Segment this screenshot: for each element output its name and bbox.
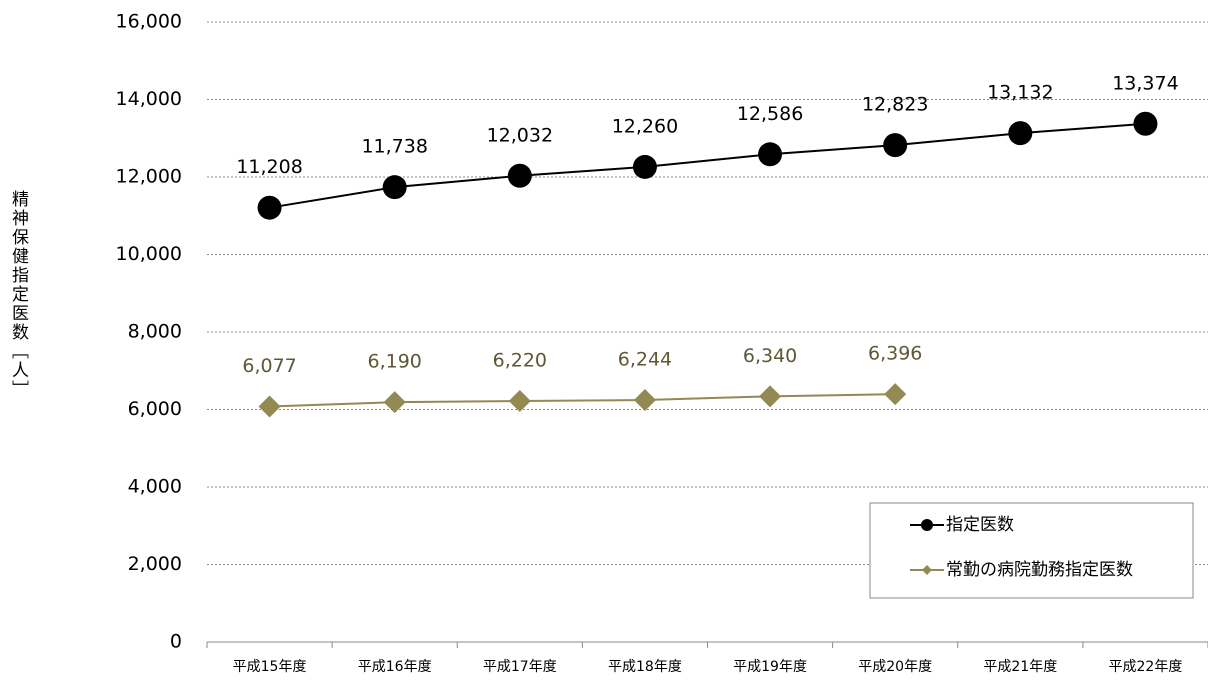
y-tick-label: 12,000 <box>116 166 182 188</box>
x-tick-label: 平成21年度 <box>983 659 1057 675</box>
point <box>257 195 282 220</box>
data-label: 6,340 <box>743 345 797 367</box>
y-tick-label: 14,000 <box>116 88 182 110</box>
data-label: 6,190 <box>367 351 421 373</box>
x-tick-label: 平成16年度 <box>358 659 432 675</box>
y-tick-label: 0 <box>170 631 182 653</box>
data-label: 11,208 <box>236 156 302 178</box>
data-label: 6,077 <box>242 355 296 377</box>
point <box>383 391 406 414</box>
point <box>508 389 531 412</box>
data-label: 12,586 <box>737 103 803 125</box>
series-line <box>269 122 1146 209</box>
point <box>759 385 782 408</box>
data-label: 12,260 <box>612 115 678 137</box>
point <box>921 519 933 531</box>
data-label: 6,220 <box>493 349 547 371</box>
y-tick-label: 16,000 <box>116 11 182 33</box>
data-label: 12,823 <box>862 94 928 116</box>
y-tick-label: 10,000 <box>116 243 182 265</box>
x-tick-label: 平成17年度 <box>483 659 557 675</box>
legend-label: 常勤の病院勤務指定医数 <box>946 560 1133 580</box>
data-label: 13,132 <box>987 82 1053 104</box>
data-label: 12,032 <box>487 124 553 146</box>
legend-label: 指定医数 <box>946 515 1014 535</box>
x-tick-label: 平成22年度 <box>1109 659 1183 675</box>
y-tick-label: 2,000 <box>128 553 182 575</box>
data-label: 13,374 <box>1112 72 1178 94</box>
series-line <box>269 393 896 408</box>
point <box>1008 121 1033 146</box>
y-axis-title: 精神保健指定医数［人］ <box>8 190 28 399</box>
point <box>1133 111 1158 136</box>
y-tick-label: 4,000 <box>128 476 182 498</box>
data-label: 6,396 <box>868 343 922 365</box>
point <box>507 163 532 188</box>
point <box>633 389 656 412</box>
y-tick-label: 6,000 <box>128 398 182 420</box>
x-tick-label: 平成18年度 <box>608 659 682 675</box>
point <box>922 565 932 575</box>
point <box>884 383 907 406</box>
data-label: 11,738 <box>361 136 427 158</box>
data-label: 6,244 <box>618 349 672 371</box>
point <box>883 133 908 158</box>
point <box>632 154 657 179</box>
x-tick-label: 平成15年度 <box>233 659 307 675</box>
legend-box <box>869 502 1194 599</box>
point <box>382 175 407 200</box>
x-tick-label: 平成19年度 <box>733 659 807 675</box>
point <box>758 142 783 167</box>
x-tick-label: 平成20年度 <box>858 659 932 675</box>
y-tick-label: 8,000 <box>128 321 182 343</box>
point <box>258 395 281 418</box>
